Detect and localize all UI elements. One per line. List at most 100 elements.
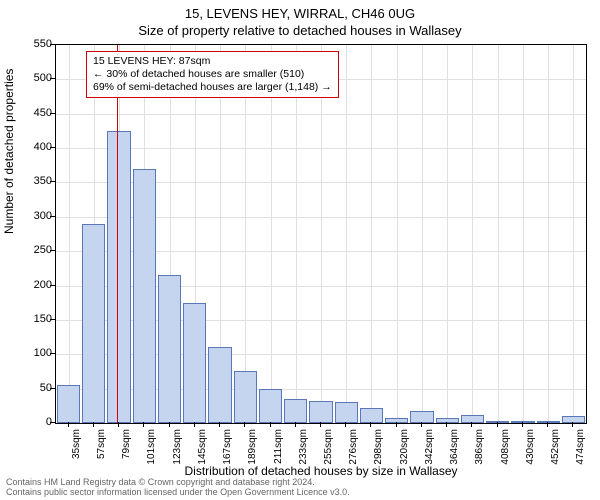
x-tick-label: 364sqm <box>449 429 460 467</box>
x-tick-label: 123sqm <box>172 429 183 467</box>
x-tick-label: 255sqm <box>323 429 334 467</box>
x-tick-label: 474sqm <box>575 429 586 467</box>
x-tick-mark <box>143 422 144 427</box>
x-tick-mark <box>194 422 195 427</box>
bar <box>537 421 560 423</box>
bar <box>410 411 433 423</box>
x-tick-label: 452sqm <box>550 429 561 467</box>
x-tick-label: 342sqm <box>424 429 435 467</box>
annotation-line: 69% of semi-detached houses are larger (… <box>93 81 332 94</box>
bar <box>436 418 459 423</box>
x-tick-mark <box>320 422 321 427</box>
bar <box>82 224 105 423</box>
x-tick-mark <box>270 422 271 427</box>
bar <box>57 385 80 423</box>
x-tick-mark <box>446 422 447 427</box>
grid-line <box>472 45 473 423</box>
x-tick-label: 35sqm <box>71 429 82 467</box>
footer-attribution: Contains HM Land Registry data © Crown c… <box>6 478 350 498</box>
reference-line <box>117 45 118 423</box>
bar <box>259 389 282 423</box>
bar <box>234 371 257 423</box>
x-tick-mark <box>497 422 498 427</box>
bar <box>461 415 484 423</box>
x-tick-label: 408sqm <box>500 429 511 467</box>
grid-line <box>498 45 499 423</box>
bar <box>511 421 534 423</box>
y-tick-label: 100 <box>12 347 52 359</box>
chart-plot-area: 15 LEVENS HEY: 87sqm← 30% of detached ho… <box>55 44 587 424</box>
x-tick-label: 167sqm <box>222 429 233 467</box>
bar <box>183 303 206 423</box>
title-subtitle: Size of property relative to detached ho… <box>0 23 600 38</box>
x-tick-mark <box>93 422 94 427</box>
x-tick-label: 233sqm <box>298 429 309 467</box>
bar <box>335 402 358 423</box>
grid-line <box>245 45 246 423</box>
x-tick-mark <box>219 422 220 427</box>
x-tick-mark <box>244 422 245 427</box>
grid-line <box>346 45 347 423</box>
x-tick-label: 189sqm <box>247 429 258 467</box>
y-tick-label: 350 <box>12 175 52 187</box>
y-tick-label: 550 <box>12 38 52 50</box>
x-tick-mark <box>370 422 371 427</box>
grid-line <box>296 45 297 423</box>
grid-line <box>271 45 272 423</box>
y-tick-label: 300 <box>12 210 52 222</box>
footer-line-2: Contains public sector information licen… <box>6 488 350 498</box>
bar <box>562 416 585 423</box>
grid-line <box>573 45 574 423</box>
x-tick-mark <box>396 422 397 427</box>
grid-line <box>397 45 398 423</box>
x-tick-mark <box>169 422 170 427</box>
x-tick-label: 386sqm <box>474 429 485 467</box>
x-tick-mark <box>572 422 573 427</box>
x-tick-label: 211sqm <box>273 429 284 467</box>
y-tick-label: 0 <box>12 416 52 428</box>
bar <box>133 169 156 423</box>
x-tick-mark <box>522 422 523 427</box>
x-tick-label: 276sqm <box>348 429 359 467</box>
grid-line <box>321 45 322 423</box>
annotation-line: ← 30% of detached houses are smaller (51… <box>93 68 332 81</box>
grid-line <box>371 45 372 423</box>
grid-line <box>523 45 524 423</box>
y-tick-label: 200 <box>12 279 52 291</box>
x-tick-label: 298sqm <box>373 429 384 467</box>
bar <box>360 408 383 423</box>
title-address: 15, LEVENS HEY, WIRRAL, CH46 0UG <box>0 6 600 21</box>
x-tick-label: 430sqm <box>525 429 536 467</box>
bar <box>284 399 307 423</box>
grid-line <box>69 45 70 423</box>
grid-line <box>447 45 448 423</box>
y-tick-label: 50 <box>12 382 52 394</box>
x-tick-label: 320sqm <box>399 429 410 467</box>
bar <box>486 421 509 423</box>
x-tick-mark <box>471 422 472 427</box>
x-tick-label: 145sqm <box>197 429 208 467</box>
y-tick-label: 450 <box>12 107 52 119</box>
bar <box>208 347 231 423</box>
x-tick-mark <box>295 422 296 427</box>
annotation-line: 15 LEVENS HEY: 87sqm <box>93 55 332 68</box>
x-tick-mark <box>68 422 69 427</box>
x-tick-mark <box>118 422 119 427</box>
bar <box>107 131 130 423</box>
x-tick-label: 101sqm <box>146 429 157 467</box>
bar <box>158 275 181 423</box>
y-tick-label: 400 <box>12 141 52 153</box>
x-tick-mark <box>421 422 422 427</box>
bar <box>385 418 408 423</box>
grid-line <box>422 45 423 423</box>
annotation-box: 15 LEVENS HEY: 87sqm← 30% of detached ho… <box>86 51 339 98</box>
x-tick-label: 57sqm <box>96 429 107 467</box>
x-tick-mark <box>547 422 548 427</box>
grid-line <box>548 45 549 423</box>
y-tick-label: 250 <box>12 244 52 256</box>
y-tick-label: 500 <box>12 72 52 84</box>
x-tick-label: 79sqm <box>121 429 132 467</box>
x-tick-mark <box>345 422 346 427</box>
bar <box>309 401 332 423</box>
y-tick-label: 150 <box>12 313 52 325</box>
